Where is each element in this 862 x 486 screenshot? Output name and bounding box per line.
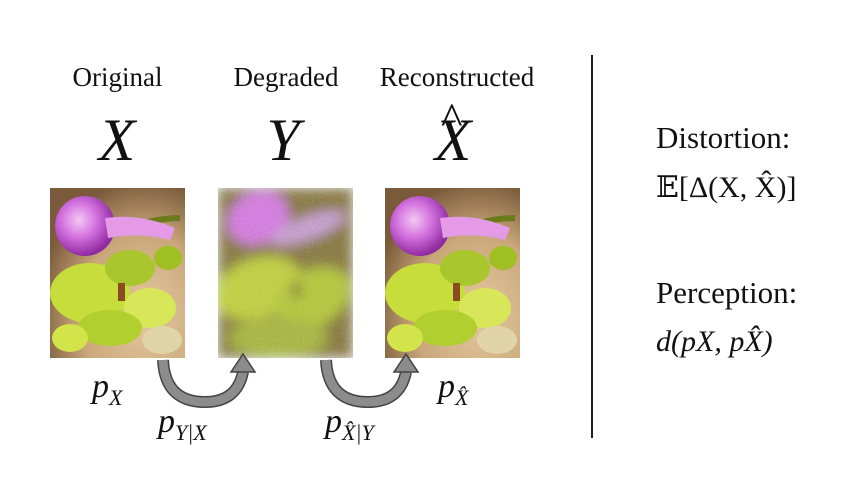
p-y-given-x-label: pY|X — [158, 403, 207, 445]
p-x-label: pX — [92, 368, 123, 410]
original-title: Original — [72, 62, 163, 92]
curved-arrow-icon — [320, 352, 420, 409]
degraded-title: Degraded — [233, 62, 339, 92]
vertical-divider — [591, 55, 593, 438]
hat-accent: ^ — [441, 93, 463, 144]
perception-formula: d(pX, pX̂) — [656, 325, 773, 358]
perception-label: Perception: — [656, 275, 798, 310]
reconstructed-title: Reconstructed — [379, 62, 535, 92]
curved-arrow-icon — [157, 352, 257, 409]
variable-x: X — [98, 107, 136, 173]
variable-y: Y — [266, 107, 300, 173]
p-xhat-label: pX̂ — [438, 368, 469, 410]
degraded-image — [218, 188, 353, 358]
variable-x-hat: ^ X — [434, 93, 472, 173]
original-image — [50, 188, 185, 358]
reconstructed-image — [385, 188, 520, 358]
p-xhat-given-y-label: pX̂|Y — [325, 403, 374, 445]
distortion-formula: 𝔼[Δ(X, X̂)] — [656, 171, 797, 204]
distortion-label: Distortion: — [656, 120, 791, 155]
